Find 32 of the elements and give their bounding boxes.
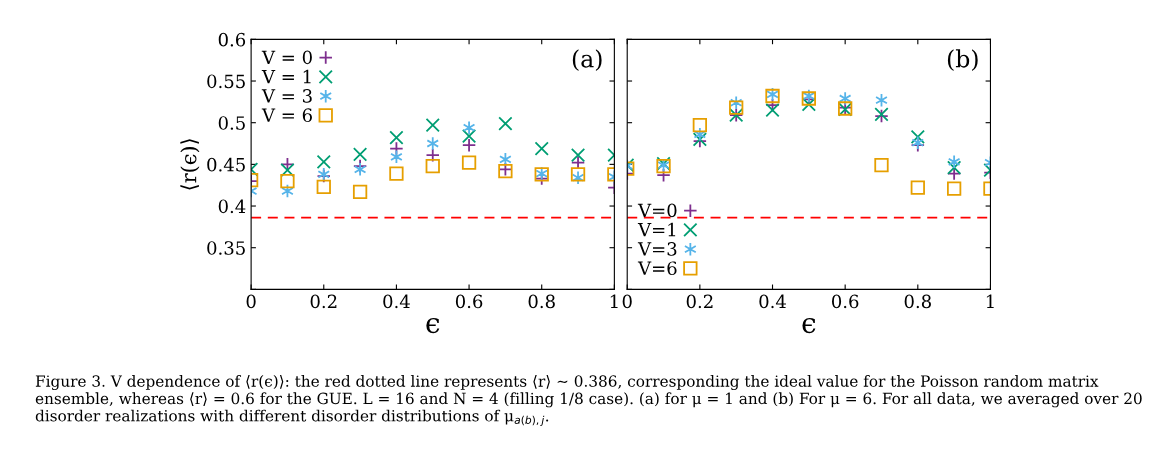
x-tick-label: 0.8	[904, 294, 931, 309]
y-tick-label: 0.6	[218, 32, 246, 47]
legend-label: V=6	[637, 261, 677, 276]
caption: Figure 3. V dependence of ⟨r(ϵ)⟩: the red dotted line represents ⟨r⟩ ∼ 0.386, corresponding the ideal value for the Poisson random matrix ensemble, whereas ⟨r⟩ = 0.6 for the GUE. L = 16 and N = 4 (filling 1/8 case). (a) for μ = 1 and (b) For μ = 6. For all data, we averaged over 20 disorder realizations with different disorder distributions of μ$_{a(b),j}$.	[35, 375, 1142, 427]
x-tick-label: 0.4	[759, 294, 786, 309]
y-tick-label: 0.4	[218, 199, 246, 214]
annotation: (a)	[572, 49, 602, 71]
x-tick-label: 0.6	[832, 294, 859, 309]
legend-label: V=3	[637, 242, 677, 256]
x-tick-label: 0.2	[686, 294, 713, 309]
x-tick-label: 0.6	[455, 294, 483, 309]
legend-label: V=0	[637, 203, 677, 218]
legend-label: V = 0	[261, 50, 312, 65]
x-tick-label: 1	[610, 294, 618, 308]
x-tick-label: 1	[986, 294, 994, 308]
annotation: (b)	[947, 49, 978, 71]
x-tick-label: 0.8	[528, 294, 555, 309]
y-tick-label: 0.45	[207, 157, 245, 172]
legend-label: V = 1	[261, 69, 311, 84]
x-tick-label: 0	[246, 294, 256, 309]
x-tick-label: 0.2	[310, 294, 337, 309]
legend-label: V = 3	[261, 89, 312, 103]
legend-label: V = 6	[261, 108, 312, 122]
x-tick-label: 0.4	[383, 294, 410, 309]
y-tick-label: 0.35	[207, 241, 245, 255]
y-axis-title: ⟨r(ϵ)⟩	[180, 139, 200, 190]
x-tick-label: 0	[622, 294, 632, 309]
y-tick-label: 0.55	[207, 74, 245, 89]
x-axis-title: ϵ	[802, 318, 816, 334]
legend-label: V=1	[637, 222, 676, 237]
y-tick-label: 0.5	[218, 116, 245, 130]
x-axis-title: ϵ	[426, 318, 440, 334]
